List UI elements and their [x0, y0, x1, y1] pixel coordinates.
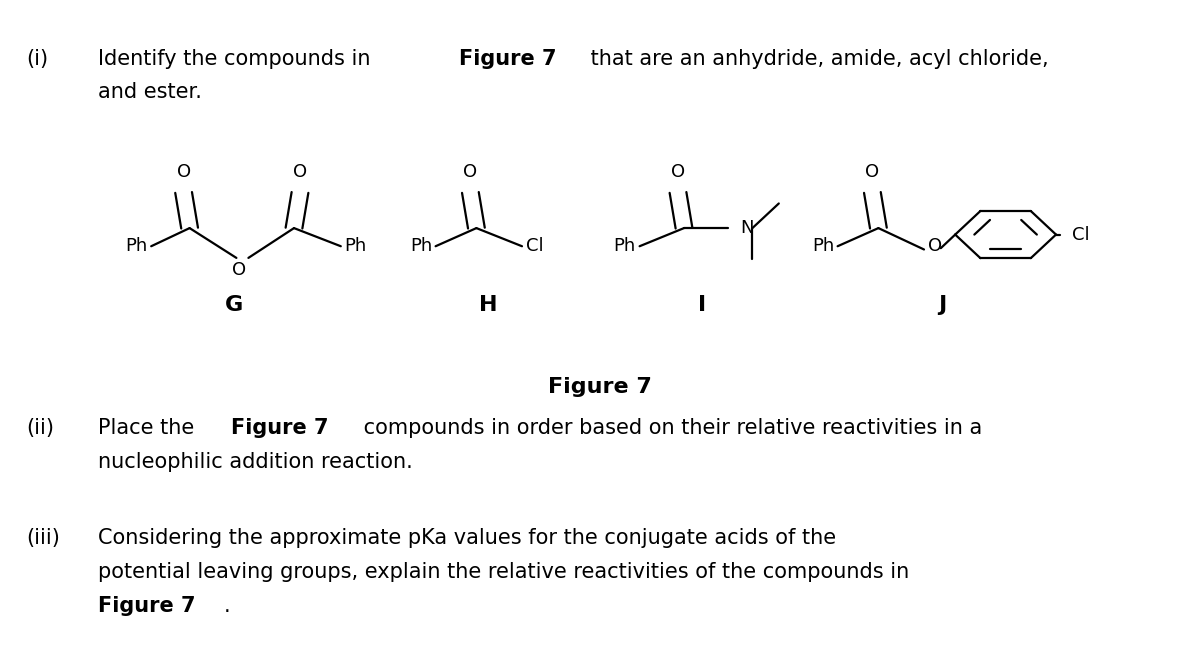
Text: N: N — [740, 219, 754, 237]
Text: compounds in order based on their relative reactivities in a: compounds in order based on their relati… — [356, 418, 982, 438]
Text: (i): (i) — [26, 49, 48, 69]
Text: nucleophilic addition reaction.: nucleophilic addition reaction. — [98, 452, 413, 472]
Text: H: H — [479, 295, 498, 315]
Text: O: O — [176, 163, 191, 181]
Text: G: G — [224, 295, 244, 315]
Text: Considering the approximate pKa values for the conjugate acids of the: Considering the approximate pKa values f… — [98, 528, 836, 548]
Text: O: O — [293, 163, 307, 181]
Text: (iii): (iii) — [26, 528, 60, 548]
Text: Cl: Cl — [1072, 226, 1090, 244]
Text: .: . — [224, 596, 230, 616]
Text: Ph: Ph — [344, 237, 367, 255]
Text: that are an anhydride, amide, acyl chloride,: that are an anhydride, amide, acyl chlor… — [584, 49, 1049, 69]
Text: Figure 7: Figure 7 — [548, 377, 652, 397]
Text: O: O — [232, 261, 246, 279]
Text: Ph: Ph — [811, 237, 834, 255]
Text: Figure 7: Figure 7 — [98, 596, 196, 616]
Text: Identify the compounds in: Identify the compounds in — [98, 49, 378, 69]
Text: and ester.: and ester. — [98, 82, 203, 102]
Text: O: O — [463, 163, 478, 181]
Text: O: O — [865, 163, 880, 181]
Text: Ph: Ph — [409, 237, 432, 255]
Text: J: J — [938, 295, 946, 315]
Text: (ii): (ii) — [26, 418, 54, 438]
Text: O: O — [928, 237, 942, 255]
Text: Ph: Ph — [125, 237, 148, 255]
Text: Figure 7: Figure 7 — [458, 49, 556, 69]
Text: Cl: Cl — [526, 237, 544, 255]
Text: I: I — [698, 295, 706, 315]
Text: Ph: Ph — [613, 237, 636, 255]
Text: Place the: Place the — [98, 418, 202, 438]
Text: potential leaving groups, explain the relative reactivities of the compounds in: potential leaving groups, explain the re… — [98, 562, 910, 582]
Text: Figure 7: Figure 7 — [232, 418, 329, 438]
Text: O: O — [671, 163, 685, 181]
